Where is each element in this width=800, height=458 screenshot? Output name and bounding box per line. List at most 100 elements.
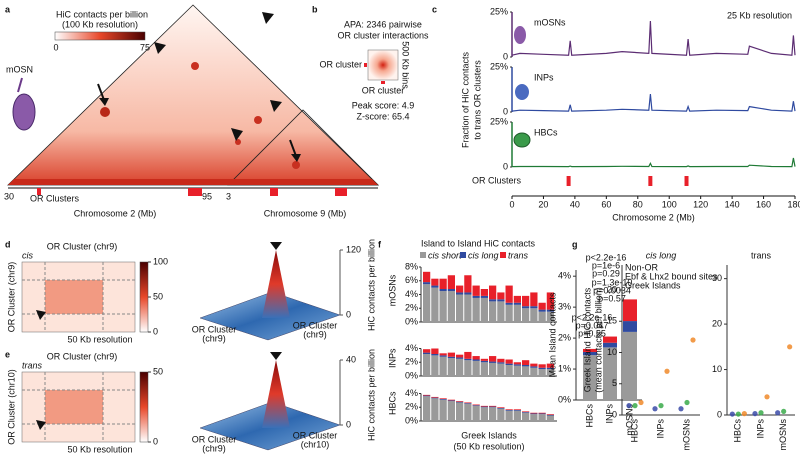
colorbar xyxy=(54,31,146,41)
bar-segment xyxy=(431,354,439,356)
track-name: mOSNs xyxy=(534,17,566,27)
bar-segment xyxy=(480,407,488,421)
bar-segment xyxy=(489,406,497,408)
y-tick-label: 5 xyxy=(612,378,617,388)
bar-segment xyxy=(456,354,464,358)
arrowhead xyxy=(36,310,46,320)
arrow xyxy=(99,98,109,106)
p-value: p=0.29 xyxy=(592,268,620,278)
bar-segment xyxy=(505,365,513,376)
p-value: p=0.0034 xyxy=(593,285,631,295)
arrowhead xyxy=(262,12,274,24)
hic-spot xyxy=(191,62,199,70)
x-tick-label: mOSNs xyxy=(778,419,788,451)
y-tick-label: 20 xyxy=(607,284,617,294)
y-axis-label: Mean Island contacts xyxy=(547,292,557,378)
bar-segment xyxy=(439,353,447,356)
diagonal xyxy=(8,179,378,185)
bar-segment xyxy=(489,285,497,300)
arrowhead xyxy=(231,128,243,141)
strip-point xyxy=(658,403,664,409)
bar-segment xyxy=(464,275,472,293)
arrowhead xyxy=(36,420,46,430)
bar-segment xyxy=(439,399,447,421)
bar-segment xyxy=(423,396,431,421)
hic-spot xyxy=(292,161,300,169)
axis-label: OR Cluster (chr9) xyxy=(47,351,118,361)
x-tick-label: 80 xyxy=(633,199,643,209)
strip-point xyxy=(626,403,632,409)
bar-segment xyxy=(464,360,472,376)
bar-segment xyxy=(431,397,439,399)
legend-label: Greek Islands xyxy=(625,280,681,290)
y-tick-label: 3% xyxy=(558,302,571,312)
bar-segment xyxy=(513,410,521,421)
p-value: p=1e-6 xyxy=(592,260,620,270)
x-tick-label: 120 xyxy=(693,199,708,209)
bar-segment xyxy=(546,414,554,416)
bar-segment xyxy=(431,285,439,288)
bar-segment xyxy=(447,352,455,357)
bar-segment xyxy=(423,349,431,353)
bar-segment xyxy=(447,358,455,376)
bar-segment xyxy=(546,309,554,312)
bar-segment xyxy=(538,413,546,415)
or-cluster xyxy=(566,176,571,186)
base-label: (chr9) xyxy=(202,443,226,453)
bar-segment xyxy=(522,412,530,413)
arrowhead xyxy=(154,42,166,54)
bar-segment xyxy=(505,359,513,364)
y-tick-label: 6% xyxy=(405,275,418,285)
axis-end: 95 xyxy=(202,191,212,201)
bar-segment xyxy=(603,347,617,400)
bar-segment xyxy=(546,369,554,376)
arrow xyxy=(291,154,301,162)
bar-segment xyxy=(480,295,488,298)
bar-segment xyxy=(505,304,513,322)
bar-segment xyxy=(513,364,521,366)
y-tick-label: 1% xyxy=(558,363,571,373)
colorbar-label: 0 xyxy=(153,326,158,336)
bar-segment xyxy=(423,395,431,397)
strip-point xyxy=(781,408,787,414)
z-tick-label: 40 xyxy=(346,354,356,364)
bar-segment xyxy=(522,306,530,309)
signal-line xyxy=(511,20,796,56)
bar-segment xyxy=(423,354,431,376)
x-axis-label: Greek Islands xyxy=(461,430,517,440)
strip-point xyxy=(664,368,670,374)
bar-segment xyxy=(464,403,472,404)
panel-label: f xyxy=(378,239,382,249)
bar-segment xyxy=(447,356,455,359)
x-tick-label: HBCs xyxy=(733,419,743,443)
panel-label: a xyxy=(5,4,11,14)
bar-segment xyxy=(497,407,505,408)
bar-segment xyxy=(480,405,488,407)
colorbar xyxy=(139,371,149,443)
bar-segment xyxy=(513,362,521,365)
z-axis-label: HiC contacts per billion xyxy=(366,349,376,441)
bar-segment xyxy=(447,289,455,292)
cell-label: mOSN xyxy=(6,64,33,74)
bar-segment xyxy=(522,295,530,307)
bar-segment xyxy=(513,365,521,376)
hic-spot xyxy=(254,116,262,124)
bar-segment xyxy=(439,289,447,292)
cluster xyxy=(335,188,347,196)
bar-segment xyxy=(530,367,538,376)
chart-title: cis long xyxy=(646,250,677,260)
apa-title: APA: 2346 pairwise xyxy=(344,19,422,29)
bar-segment xyxy=(456,401,464,403)
bar-segment xyxy=(472,404,480,406)
bar-segment xyxy=(538,412,546,414)
y-tick-label: 25% xyxy=(490,116,508,126)
bar-segment xyxy=(546,363,554,368)
axis-label: OR Cluster (chr10) xyxy=(6,369,16,445)
colorbar-title: HiC contacts per billion xyxy=(56,9,148,19)
bar-segment xyxy=(546,311,554,322)
bar-segment xyxy=(623,331,637,400)
bar-segment xyxy=(583,348,597,353)
strip-point xyxy=(678,406,684,412)
x-tick-label: mOSNs xyxy=(681,419,691,451)
